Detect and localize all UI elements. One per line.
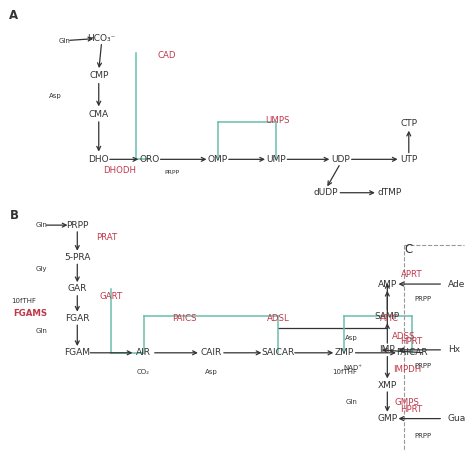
Text: ZMP: ZMP [335, 348, 354, 357]
Text: FGAM: FGAM [64, 348, 90, 357]
Text: GART: GART [100, 292, 123, 301]
Text: CAD: CAD [158, 51, 176, 60]
Text: GMP: GMP [377, 414, 397, 423]
Text: Gln: Gln [346, 399, 358, 405]
Text: HCO₃⁻: HCO₃⁻ [88, 34, 116, 43]
Text: PRPP: PRPP [164, 170, 180, 174]
Text: IMP: IMP [380, 345, 395, 354]
Text: CMA: CMA [89, 110, 109, 119]
Text: GAR: GAR [68, 285, 87, 293]
Text: AIR: AIR [136, 348, 151, 357]
Text: 10fTHF: 10fTHF [11, 298, 36, 304]
Text: HPRT: HPRT [401, 405, 423, 414]
Text: Gua: Gua [448, 414, 466, 423]
Text: SAICAR: SAICAR [262, 348, 295, 357]
Text: FGAMS: FGAMS [13, 309, 47, 318]
Text: Gln: Gln [59, 38, 71, 44]
Text: ATIC: ATIC [380, 314, 399, 323]
Text: UMP: UMP [266, 155, 286, 164]
Text: CAIR: CAIR [200, 348, 221, 357]
Text: ADSS: ADSS [392, 332, 416, 340]
Text: PRPP: PRPP [415, 363, 432, 369]
Text: UDP: UDP [331, 155, 350, 164]
Text: dUDP: dUDP [314, 188, 338, 197]
Text: XMP: XMP [378, 381, 397, 390]
Text: PRPP: PRPP [415, 433, 432, 439]
Text: Asp: Asp [48, 93, 61, 99]
Text: UMPS: UMPS [265, 115, 290, 125]
Text: C: C [405, 243, 413, 256]
Text: ADSL: ADSL [267, 314, 290, 323]
Text: AMP: AMP [378, 279, 397, 289]
Text: NAD⁺: NAD⁺ [344, 365, 363, 371]
Text: HPRT: HPRT [401, 337, 423, 345]
Text: ORO: ORO [139, 155, 160, 164]
Text: dTMP: dTMP [377, 188, 401, 197]
Text: PRPP: PRPP [66, 220, 89, 230]
Text: 10fTHF: 10fTHF [332, 370, 357, 375]
Text: DHODH: DHODH [103, 166, 136, 175]
Text: Gly: Gly [36, 266, 47, 272]
Text: UTP: UTP [400, 155, 418, 164]
Text: Asp: Asp [204, 370, 217, 375]
Text: Hx: Hx [448, 345, 460, 354]
Text: Ade: Ade [448, 279, 465, 289]
Text: Asp: Asp [345, 335, 358, 341]
Text: FAICAR: FAICAR [396, 348, 428, 357]
Text: APRT: APRT [401, 270, 422, 279]
Text: PRPP: PRPP [415, 296, 432, 302]
Text: OMP: OMP [208, 155, 228, 164]
Text: GMPS: GMPS [394, 399, 419, 407]
Text: DHO: DHO [89, 155, 109, 164]
Text: IMPDH: IMPDH [393, 365, 421, 374]
Text: FGAR: FGAR [65, 314, 90, 323]
Text: B: B [9, 209, 18, 222]
Text: CTP: CTP [400, 120, 417, 128]
Text: CO₂: CO₂ [137, 370, 150, 375]
Text: Gln: Gln [35, 328, 47, 334]
Text: PRAT: PRAT [96, 233, 117, 242]
Text: Gln: Gln [35, 222, 47, 228]
Text: PAICS: PAICS [172, 314, 197, 323]
Text: CMP: CMP [89, 71, 109, 80]
Text: SAMP: SAMP [375, 312, 400, 321]
Text: 5-PRA: 5-PRA [64, 253, 91, 262]
Text: A: A [9, 9, 18, 22]
